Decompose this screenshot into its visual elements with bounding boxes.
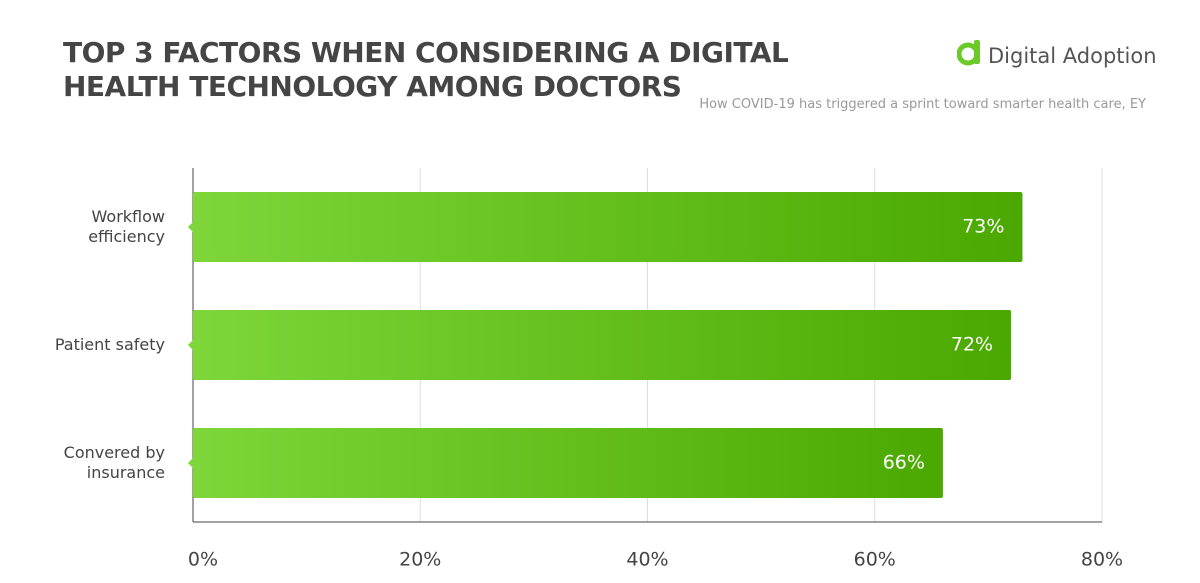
y-tick-label: Workflow efficiency — [88, 207, 165, 246]
x-tick-label: 0% — [188, 549, 218, 571]
x-tick-label: 20% — [399, 549, 441, 571]
value-label: 73% — [962, 216, 1004, 238]
value-label: 72% — [951, 334, 993, 356]
value-label: 66% — [883, 452, 925, 474]
chart-title: TOP 3 FACTORS WHEN CONSIDERING A DIGITAL… — [63, 36, 789, 103]
x-tick-label: 40% — [626, 549, 668, 571]
bar-pointer — [188, 222, 193, 232]
brand: Digital Adoption — [988, 44, 1157, 68]
y-tick-label: Patient safety — [54, 335, 165, 354]
source: How COVID-19 has triggered a sprint towa… — [699, 97, 1146, 112]
y-tick-label: Convered by insurance — [63, 443, 165, 482]
x-tick-label: 80% — [1081, 549, 1123, 571]
bar-pointer — [188, 458, 193, 468]
bar — [193, 310, 1012, 380]
x-tick-label: 60% — [854, 549, 896, 571]
bar — [193, 192, 1023, 262]
logo-icon — [957, 40, 980, 66]
bar-pointer — [188, 340, 193, 350]
bar — [193, 428, 943, 498]
